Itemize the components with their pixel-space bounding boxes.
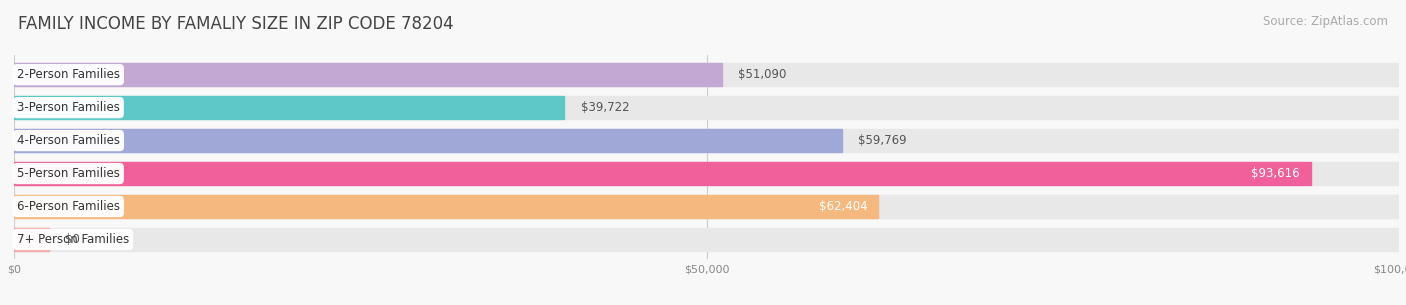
Text: $93,616: $93,616	[1251, 167, 1299, 180]
Text: 2-Person Families: 2-Person Families	[17, 68, 120, 81]
Text: 6-Person Families: 6-Person Families	[17, 200, 120, 213]
Text: 3-Person Families: 3-Person Families	[17, 101, 120, 114]
Bar	[14, 195, 1399, 218]
Text: FAMILY INCOME BY FAMALIY SIZE IN ZIP CODE 78204: FAMILY INCOME BY FAMALIY SIZE IN ZIP COD…	[18, 15, 454, 33]
Text: $62,404: $62,404	[818, 200, 868, 213]
Bar	[14, 162, 1399, 185]
Bar	[14, 129, 842, 152]
Bar	[14, 228, 49, 251]
Text: 4-Person Families: 4-Person Families	[17, 134, 120, 147]
Text: $0: $0	[65, 233, 80, 246]
Bar	[14, 63, 721, 86]
Bar	[14, 228, 1399, 251]
Bar	[14, 129, 1399, 152]
Bar	[14, 195, 879, 218]
Text: $39,722: $39,722	[581, 101, 630, 114]
Bar	[14, 96, 564, 119]
Bar	[14, 96, 1399, 119]
Bar	[14, 63, 1399, 86]
Text: $51,090: $51,090	[738, 68, 786, 81]
Text: $59,769: $59,769	[859, 134, 907, 147]
Text: 7+ Person Families: 7+ Person Families	[17, 233, 129, 246]
Bar	[14, 162, 1310, 185]
Text: 5-Person Families: 5-Person Families	[17, 167, 120, 180]
Text: Source: ZipAtlas.com: Source: ZipAtlas.com	[1263, 15, 1388, 28]
